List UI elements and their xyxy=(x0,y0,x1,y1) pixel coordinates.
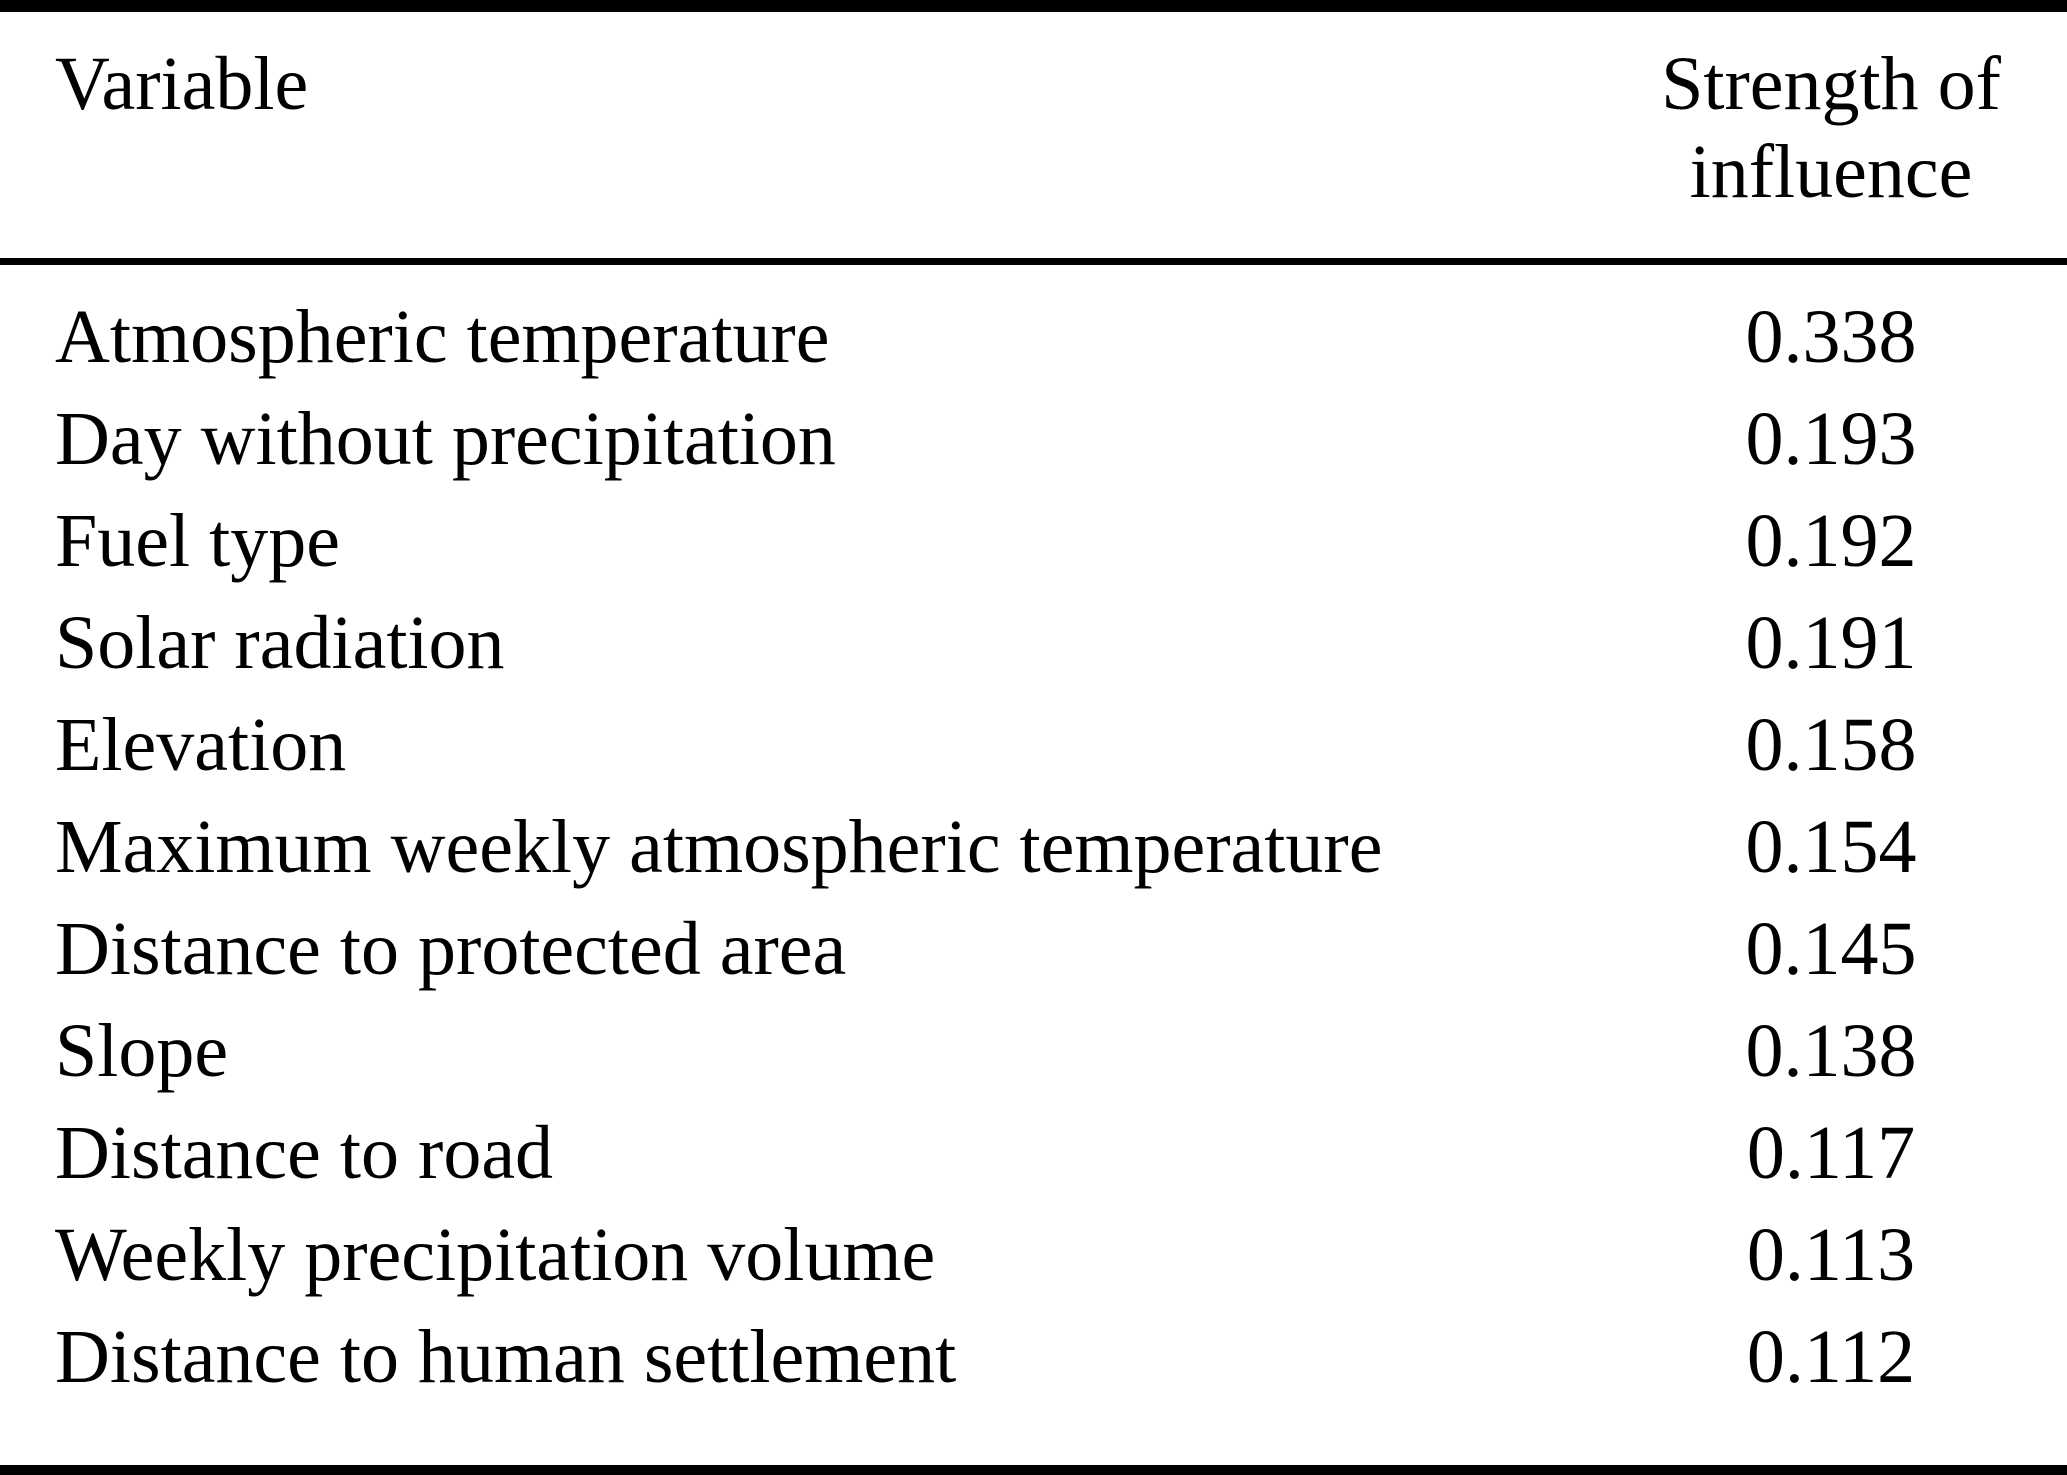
header-row: Variable Strength of influence xyxy=(0,6,2067,265)
variable-cell: Distance to protected area xyxy=(55,907,847,991)
column-header-variable: Variable xyxy=(0,6,1595,265)
strength-cell: 0.113 xyxy=(1746,1213,1916,1297)
strength-cell: 0.338 xyxy=(1745,295,1917,379)
table-row: Elevation 0.158 xyxy=(0,694,2067,796)
strength-cell: 0.112 xyxy=(1746,1315,1916,1399)
variable-cell: Elevation xyxy=(55,703,347,787)
column-header-strength-of-influence: Strength of influence xyxy=(1595,6,2067,265)
table-body: Atmospheric temperature 0.338 Day withou… xyxy=(0,262,2067,1471)
table-row: Solar radiation 0.191 xyxy=(0,592,2067,694)
table-row: Fuel type 0.192 xyxy=(0,490,2067,592)
strength-cell: 0.192 xyxy=(1745,499,1917,583)
table-row: Distance to protected area 0.145 xyxy=(0,898,2067,1000)
table-row: Slope 0.138 xyxy=(0,1000,2067,1102)
strength-cell: 0.138 xyxy=(1745,1009,1917,1093)
table-row: Day without precipitation 0.193 xyxy=(0,388,2067,490)
variable-cell: Maximum weekly atmospheric temperature xyxy=(55,805,1383,889)
strength-cell: 0.191 xyxy=(1745,601,1917,685)
variable-cell: Atmospheric temperature xyxy=(55,295,830,379)
table-header: Variable Strength of influence xyxy=(0,6,2067,265)
strength-cell: 0.193 xyxy=(1745,397,1917,481)
variable-cell: Distance to road xyxy=(55,1111,554,1195)
table-row: Distance to road 0.117 xyxy=(0,1102,2067,1204)
table-row: Distance to human settlement 0.112 xyxy=(0,1306,2067,1470)
variable-cell: Distance to human settlement xyxy=(55,1315,957,1399)
strength-cell: 0.145 xyxy=(1745,907,1917,991)
variable-cell: Day without precipitation xyxy=(55,397,836,481)
variable-cell: Slope xyxy=(55,1009,229,1093)
table-row: Weekly precipitation volume 0.113 xyxy=(0,1204,2067,1306)
variable-cell: Fuel type xyxy=(55,499,340,583)
table-row: Atmospheric temperature 0.338 xyxy=(0,262,2067,389)
table-row: Maximum weekly atmospheric temperature 0… xyxy=(0,796,2067,898)
variable-cell: Weekly precipitation volume xyxy=(55,1213,936,1297)
strength-cell: 0.117 xyxy=(1746,1111,1916,1195)
strength-cell: 0.158 xyxy=(1745,703,1917,787)
strength-cell: 0.154 xyxy=(1745,805,1917,889)
variable-cell: Solar radiation xyxy=(55,601,505,685)
